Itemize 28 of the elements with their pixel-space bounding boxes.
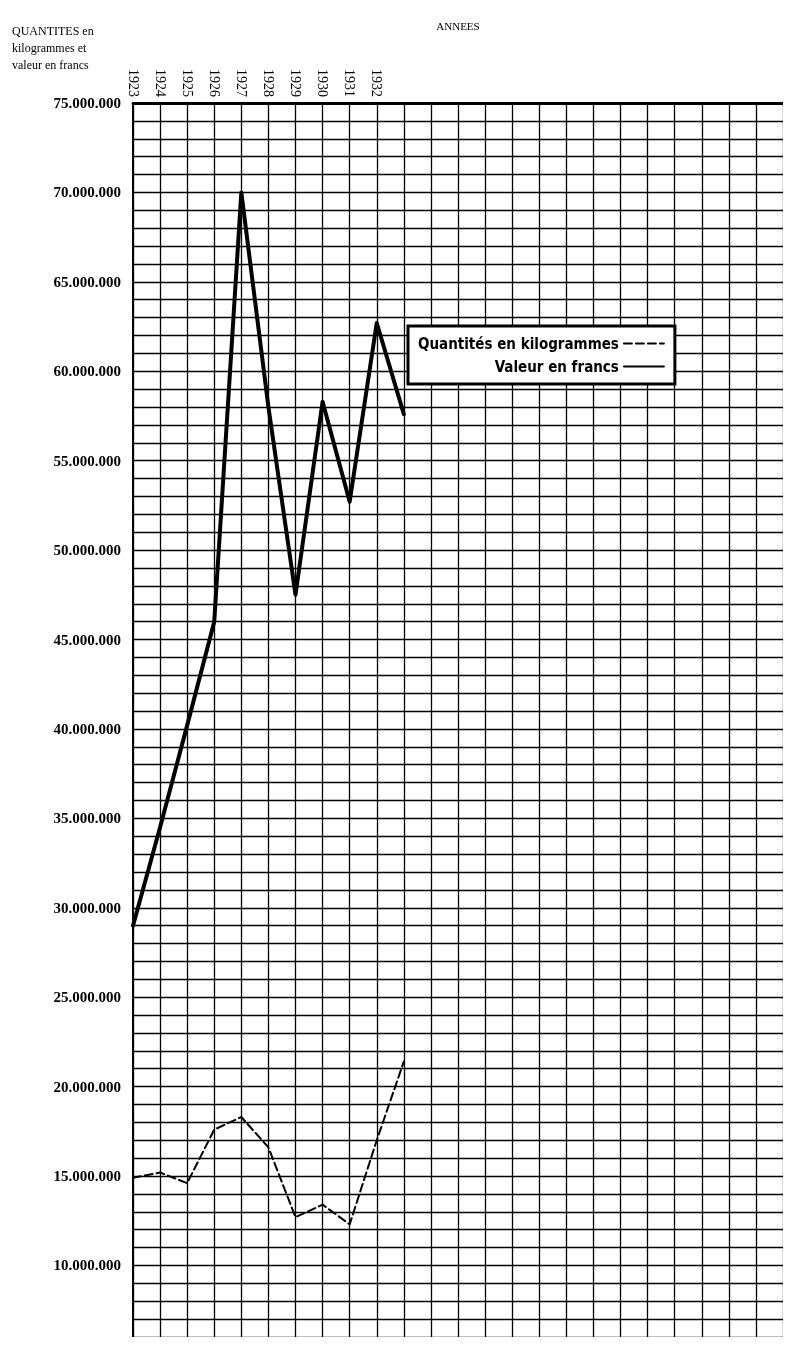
- x-tick-label: 1930: [315, 69, 331, 97]
- x-tick-label: 1926: [206, 69, 222, 97]
- y-tick-label: 20.000.000: [53, 1078, 121, 1095]
- y-tick-label: 40.000.000: [53, 720, 121, 737]
- x-tick-label: 1923: [125, 69, 141, 97]
- x-tick-label: 1931: [342, 69, 358, 97]
- y-tick-label: 25.000.000: [53, 989, 121, 1006]
- x-tick-label: 1929: [288, 69, 303, 97]
- legend-label: Quantités en kilogrammes: [418, 334, 619, 353]
- y-tick-label: 15.000.000: [53, 1168, 121, 1185]
- legend-label: Valeur en francs: [494, 357, 619, 376]
- y-tick-label: 55.000.000: [53, 452, 121, 469]
- y-tick-label: 75.000.000: [53, 95, 121, 111]
- x-tick-label: 1924: [152, 69, 168, 97]
- y-tick-label: 50.000.000: [53, 542, 121, 559]
- y-tick-label: 70.000.000: [53, 184, 121, 201]
- y-tick-label: 65.000.000: [53, 273, 121, 290]
- y-tick-label: 10.000.000: [53, 1257, 121, 1274]
- y-tick-label: 30.000.000: [53, 899, 121, 916]
- x-axis-title: ANNEES: [436, 19, 480, 32]
- x-tick-label: 1925: [179, 69, 195, 97]
- y-axis-title: QUANTITES en kilogrammes et valeur en francs: [12, 23, 97, 72]
- y-tick-label: 45.000.000: [53, 631, 121, 648]
- x-tick-label: 1928: [260, 69, 276, 97]
- x-tick-label: 1927: [233, 69, 249, 97]
- y-tick-label: 60.000.000: [53, 363, 121, 380]
- x-tick-label: 1932: [369, 69, 385, 97]
- y-tick-label: 35.000.000: [53, 810, 121, 827]
